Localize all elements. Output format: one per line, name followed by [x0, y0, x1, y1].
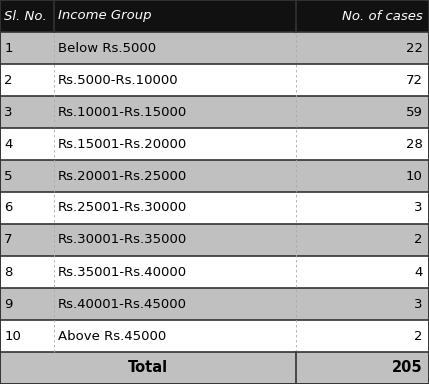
Text: No. of cases: No. of cases: [342, 10, 423, 23]
Bar: [296, 96, 429, 128]
Bar: [296, 160, 429, 192]
Bar: [0, 64, 54, 96]
Bar: [296, 320, 429, 352]
Text: 22: 22: [405, 41, 423, 55]
Text: 10: 10: [406, 169, 423, 182]
Text: 4: 4: [414, 265, 423, 278]
Text: 205: 205: [392, 361, 423, 376]
Bar: [0, 224, 54, 256]
Bar: [54, 224, 296, 256]
Bar: [296, 192, 429, 224]
Bar: [0, 320, 54, 352]
Bar: [0, 288, 54, 320]
Text: Income Group: Income Group: [58, 10, 151, 23]
Text: 2: 2: [4, 73, 13, 86]
Text: Rs.25001-Rs.30000: Rs.25001-Rs.30000: [58, 202, 187, 215]
Text: Rs.15001-Rs.20000: Rs.15001-Rs.20000: [58, 137, 187, 151]
Bar: [54, 0, 296, 32]
Bar: [296, 32, 429, 64]
Bar: [296, 0, 429, 32]
Text: 3: 3: [414, 202, 423, 215]
Text: 8: 8: [4, 265, 13, 278]
Bar: [0, 352, 296, 384]
Bar: [0, 96, 54, 128]
Bar: [54, 32, 296, 64]
Bar: [296, 352, 429, 384]
Text: 1: 1: [4, 41, 13, 55]
Text: Below Rs.5000: Below Rs.5000: [58, 41, 156, 55]
Bar: [54, 128, 296, 160]
Text: Rs.5000-Rs.10000: Rs.5000-Rs.10000: [58, 73, 178, 86]
Bar: [296, 64, 429, 96]
Bar: [54, 320, 296, 352]
Text: Rs.20001-Rs.25000: Rs.20001-Rs.25000: [58, 169, 187, 182]
Text: Rs.10001-Rs.15000: Rs.10001-Rs.15000: [58, 106, 187, 119]
Text: Total: Total: [128, 361, 168, 376]
Bar: [0, 32, 54, 64]
Text: 2: 2: [414, 329, 423, 343]
Text: 2: 2: [414, 233, 423, 247]
Bar: [0, 0, 54, 32]
Text: 28: 28: [406, 137, 423, 151]
Text: 6: 6: [4, 202, 13, 215]
Text: Rs.30001-Rs.35000: Rs.30001-Rs.35000: [58, 233, 187, 247]
Bar: [54, 192, 296, 224]
Bar: [54, 256, 296, 288]
Bar: [0, 128, 54, 160]
Text: 3: 3: [414, 298, 423, 311]
Text: Sl. No.: Sl. No.: [4, 10, 47, 23]
Bar: [54, 96, 296, 128]
Bar: [0, 256, 54, 288]
Bar: [54, 160, 296, 192]
Text: 4: 4: [4, 137, 13, 151]
Text: 9: 9: [4, 298, 13, 311]
Text: 72: 72: [405, 73, 423, 86]
Text: Rs.40001-Rs.45000: Rs.40001-Rs.45000: [58, 298, 187, 311]
Bar: [296, 288, 429, 320]
Text: 59: 59: [406, 106, 423, 119]
Text: 5: 5: [4, 169, 13, 182]
Bar: [0, 160, 54, 192]
Text: 7: 7: [4, 233, 13, 247]
Text: Above Rs.45000: Above Rs.45000: [58, 329, 166, 343]
Text: 10: 10: [4, 329, 21, 343]
Bar: [0, 192, 54, 224]
Bar: [296, 256, 429, 288]
Bar: [54, 288, 296, 320]
Bar: [296, 224, 429, 256]
Text: 3: 3: [4, 106, 13, 119]
Text: Rs.35001-Rs.40000: Rs.35001-Rs.40000: [58, 265, 187, 278]
Bar: [296, 128, 429, 160]
Bar: [54, 64, 296, 96]
